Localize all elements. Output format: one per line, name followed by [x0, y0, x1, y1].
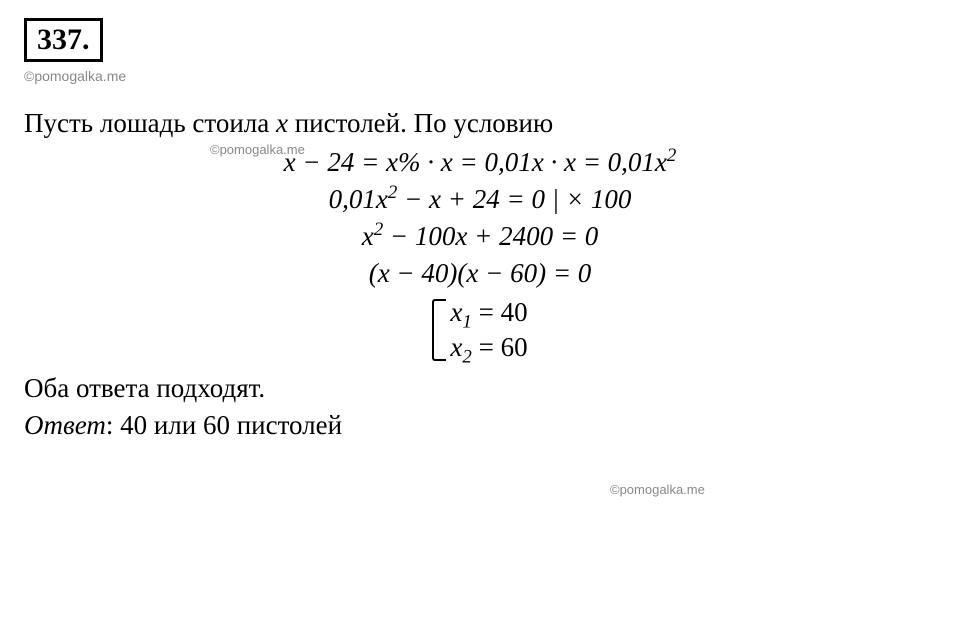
eq2-text-b: − x + 24 = 0 | × 100: [397, 184, 631, 214]
statement-variable: x: [276, 108, 288, 138]
solution-bracket: x1 = 40 x2 = 60: [432, 295, 527, 365]
eq3-text-b: − 100x + 2400 = 0: [383, 221, 598, 251]
answer-label: Ответ: [24, 410, 106, 440]
sol2-var: x: [450, 332, 462, 362]
math-equations: x − 24 = x% · x = 0,01x · x = 0,01x2 0,0…: [24, 147, 936, 365]
statement-suffix: пистолей. По условию: [288, 108, 553, 138]
watermark-inline-2: ©pomogalka.me: [610, 482, 705, 497]
eq3-exp: 2: [374, 219, 383, 240]
eq4-text: (x − 40)(x − 60) = 0: [369, 258, 592, 288]
equation-solutions: x1 = 40 x2 = 60: [24, 295, 936, 365]
sol1-var: x: [450, 297, 462, 327]
eq1-text: x − 24 = x% · x = 0,01x · x = 0,01x: [284, 147, 667, 177]
eq3-text-a: x: [362, 221, 374, 251]
eq1-exp: 2: [667, 145, 676, 166]
equation-line-1: x − 24 = x% · x = 0,01x · x = 0,01x2: [24, 147, 936, 178]
conclusion-text: Оба ответа подходят.: [24, 373, 936, 404]
statement-prefix: Пусть лошадь стоила: [24, 108, 276, 138]
answer-text: : 40 или 60 пистолей: [106, 410, 342, 440]
equation-line-2: 0,01x2 − x + 24 = 0 | × 100: [24, 184, 936, 215]
equation-line-3: x2 − 100x + 2400 = 0: [24, 221, 936, 252]
sol2-val: = 60: [472, 332, 528, 362]
watermark-top: ©pomogalka.me: [24, 68, 936, 84]
sol1-val: = 40: [472, 297, 528, 327]
solution-2: x2 = 60: [450, 330, 527, 365]
problem-statement: Пусть лошадь стоила x пистолей. По услов…: [24, 108, 936, 139]
eq2-text-a: 0,01x: [329, 184, 388, 214]
solution-1: x1 = 40: [450, 295, 527, 330]
sol2-sub: 2: [462, 346, 471, 367]
problem-number: 337.: [24, 18, 103, 62]
equation-line-4: (x − 40)(x − 60) = 0: [24, 258, 936, 289]
answer-line: Ответ: 40 или 60 пистолей: [24, 410, 936, 441]
eq2-exp: 2: [388, 182, 397, 203]
